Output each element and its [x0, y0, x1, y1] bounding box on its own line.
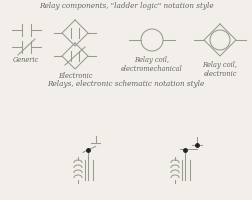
Text: Relay components, "ladder logic" notation style: Relay components, "ladder logic" notatio… [39, 2, 212, 10]
Text: Relay coil,
electromechanical: Relay coil, electromechanical [121, 56, 182, 73]
Text: Electronic: Electronic [57, 72, 92, 80]
Text: Generic: Generic [13, 56, 39, 64]
Text: Relays, electronic schematic notation style: Relays, electronic schematic notation st… [47, 80, 204, 88]
Text: Relay coil,
electronic: Relay coil, electronic [202, 61, 237, 78]
